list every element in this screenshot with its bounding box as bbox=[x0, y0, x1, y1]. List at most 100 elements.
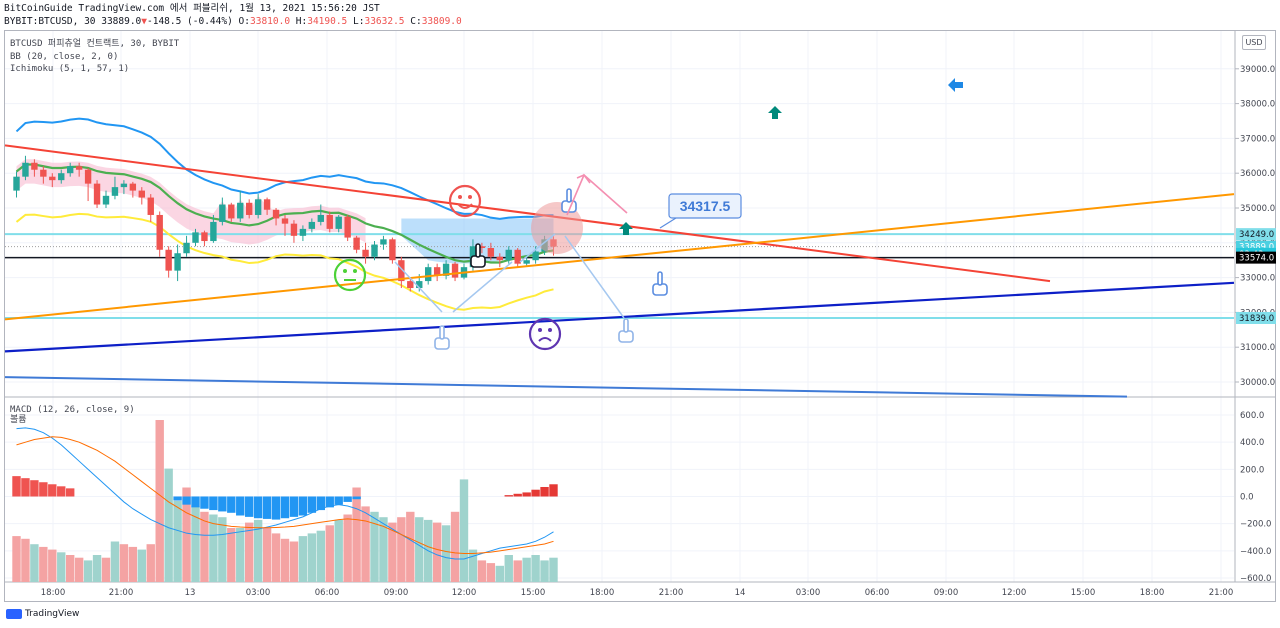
smiley-dizzy-icon bbox=[528, 317, 562, 351]
legend-volume[interactable]: 볼륨 bbox=[10, 415, 27, 425]
hand-pointer-icon bbox=[618, 318, 634, 343]
candle-body bbox=[496, 256, 503, 261]
hand-pointer-icon-finger bbox=[623, 318, 629, 333]
macd-histogram-bar bbox=[66, 488, 75, 497]
macd-histogram-bar bbox=[262, 496, 272, 519]
volume-bar bbox=[227, 528, 236, 582]
price-badge bbox=[1236, 228, 1276, 241]
time-tick-label: 06:00 bbox=[865, 588, 890, 598]
candle-body bbox=[299, 228, 307, 236]
candle-body bbox=[407, 281, 414, 289]
volume-bar bbox=[325, 525, 334, 582]
volume-bar bbox=[236, 528, 245, 582]
candle-body bbox=[326, 214, 333, 229]
hand-pointer-icon-finger bbox=[475, 243, 481, 258]
legend-bb[interactable]: BB (20, close, 2, 0) bbox=[10, 51, 119, 62]
candle-body bbox=[380, 239, 387, 245]
candle-body bbox=[13, 176, 20, 191]
candle-body bbox=[478, 246, 486, 249]
candle-body bbox=[433, 267, 441, 276]
volume-bar bbox=[92, 555, 102, 582]
candle-body bbox=[416, 281, 423, 289]
macd-histogram-bar bbox=[271, 496, 281, 520]
left-arrow-icon bbox=[948, 78, 963, 92]
macd-histogram-bar bbox=[540, 486, 549, 497]
publish-info: BitCoinGuide TradingView.com 에서 퍼블리쉬, 1월… bbox=[4, 3, 380, 14]
volume-bar bbox=[513, 560, 522, 582]
candle-body bbox=[353, 237, 360, 250]
price-tick-label: 39000.0 bbox=[1240, 65, 1275, 75]
candle-body bbox=[505, 249, 512, 261]
high-label: H: bbox=[295, 16, 308, 27]
macd-histogram-bar bbox=[513, 493, 522, 497]
volume-bar bbox=[48, 549, 57, 582]
trend-line-red bbox=[4, 144, 1051, 283]
annotation-circle bbox=[531, 202, 583, 254]
volume-bar bbox=[307, 533, 317, 582]
time-tick-label: 21:00 bbox=[659, 588, 684, 598]
legend-symbol[interactable]: BTCUSD 퍼피츄얼 컨트랙트, 30, BYBIT bbox=[10, 39, 180, 49]
volume-bar bbox=[468, 549, 478, 582]
time-tick-label: 09:00 bbox=[384, 588, 409, 598]
candle-body bbox=[111, 187, 119, 196]
candle-body bbox=[290, 223, 298, 236]
macd-histogram-bar bbox=[173, 496, 182, 501]
legend-macd[interactable]: MACD (12, 26, close, 9) bbox=[10, 405, 135, 415]
volume-bar bbox=[66, 555, 75, 582]
price-badge-text: 33574.0 bbox=[1239, 254, 1274, 264]
hand-pointer-icon bbox=[434, 325, 450, 350]
volume-bar bbox=[504, 555, 513, 582]
candle-body bbox=[335, 216, 342, 229]
macd-histogram-bar bbox=[289, 496, 299, 517]
smiley-happy-icon bbox=[448, 184, 482, 218]
bb-basis-line bbox=[15, 163, 554, 264]
candle-body bbox=[219, 204, 226, 222]
low-value: 33632.5 bbox=[364, 16, 405, 27]
candle-body bbox=[31, 162, 38, 170]
volume-bar bbox=[173, 501, 182, 582]
price-callout: 34317.5 bbox=[659, 193, 742, 229]
smiley-dizzy-icon-face bbox=[528, 317, 562, 351]
smiley-dizzy-icon-mouth bbox=[538, 337, 552, 342]
currency-button[interactable]: USD bbox=[1242, 35, 1266, 50]
candle-body bbox=[75, 166, 83, 170]
hand-pointer-icon-finger bbox=[566, 188, 572, 203]
legend-ichimoku[interactable]: Ichimoku (5, 1, 57, 1) bbox=[10, 64, 130, 74]
candle-body bbox=[67, 166, 74, 174]
hand-pointer-icon-finger bbox=[657, 271, 663, 286]
candle-body bbox=[237, 202, 244, 219]
up-arrow-icon bbox=[619, 222, 633, 235]
volume-bar bbox=[441, 525, 451, 582]
arrow-line bbox=[519, 233, 556, 263]
candle-body bbox=[371, 244, 378, 257]
price-change: -148.5 (-0.44%) bbox=[147, 16, 233, 27]
volume-bar bbox=[12, 536, 21, 582]
volume-bar bbox=[30, 544, 39, 582]
macd-histogram-bar bbox=[191, 496, 200, 508]
price-callout-text: 34317.5 bbox=[680, 198, 731, 214]
candle-body bbox=[425, 267, 432, 282]
macd-tick-label: 200.0 bbox=[1240, 465, 1264, 475]
open-label: O: bbox=[238, 16, 250, 27]
smiley-dizzy-icon-eye-right bbox=[548, 328, 552, 332]
price-tick-label: 36000.0 bbox=[1240, 169, 1275, 179]
low-label: L: bbox=[353, 16, 365, 27]
high-value: 34190.5 bbox=[307, 16, 348, 27]
volume-bar bbox=[271, 533, 281, 582]
volume-bar bbox=[432, 522, 442, 582]
macd-histogram-bar bbox=[307, 496, 317, 513]
volume-bar bbox=[415, 517, 424, 582]
volume-bar bbox=[262, 528, 272, 582]
grid bbox=[4, 31, 1276, 583]
volume-bar bbox=[155, 420, 164, 582]
volume-bar bbox=[298, 536, 308, 582]
price-tick-label: 33000.0 bbox=[1240, 274, 1275, 284]
price-badge-text: 31839.0 bbox=[1239, 314, 1274, 324]
candle-body bbox=[58, 173, 65, 181]
volume-bar bbox=[146, 544, 155, 582]
macd-histogram-bar bbox=[325, 496, 334, 508]
time-tick-label: 06:00 bbox=[315, 588, 340, 598]
candle-body bbox=[344, 216, 351, 238]
macd-histogram-bar bbox=[200, 496, 209, 509]
